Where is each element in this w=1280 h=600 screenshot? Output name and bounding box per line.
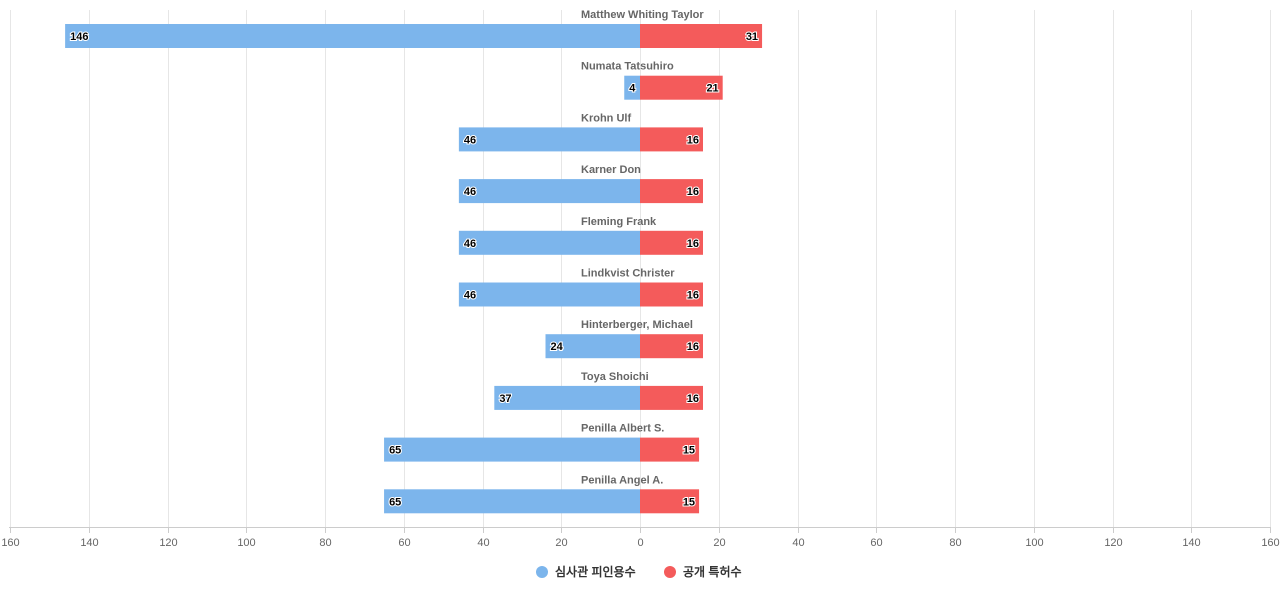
bar-left (545, 334, 640, 359)
data-labels: 146 31 4 21 46 16 46 16 46 16 46 16 24 16 37 16 65 15 65 15 (69, 30, 759, 509)
data-label-right: 16 (687, 238, 699, 250)
data-label-left: 46 (464, 290, 476, 302)
bar-left (494, 385, 640, 410)
data-label-left: 65 (389, 496, 401, 508)
bars (65, 24, 763, 514)
bar-right (640, 282, 703, 307)
x-tick-label: 140 (1182, 537, 1200, 549)
bar-right (640, 385, 703, 410)
bar-left (65, 24, 640, 48)
bar-left (384, 489, 640, 514)
data-label-right: 21 (706, 83, 718, 95)
x-tick-label: 100 (237, 537, 255, 549)
x-tick-label: 0 (637, 537, 643, 549)
x-tick-label: 20 (713, 537, 725, 549)
category-label: Matthew Whiting Taylor (581, 9, 704, 21)
x-tick-label: 60 (398, 537, 410, 549)
bar-right (640, 230, 703, 255)
data-label-right: 16 (687, 290, 699, 302)
category-label: Penilla Angel A. (581, 474, 663, 486)
bar-right (640, 75, 723, 100)
category-label: Penilla Albert S. (581, 423, 664, 435)
data-label-left: 24 (551, 341, 564, 353)
bar-right (640, 489, 700, 514)
bar-left (624, 75, 640, 100)
x-tick-label: 120 (159, 537, 177, 549)
bar-right (640, 127, 703, 152)
x-tick-label: 100 (1025, 537, 1043, 549)
bar-right (640, 334, 703, 359)
data-label-right: 16 (687, 341, 699, 353)
bar-left (384, 437, 640, 462)
data-label-left: 146 (70, 31, 88, 43)
category-label: Fleming Frank (581, 216, 657, 228)
bar-right (640, 437, 700, 462)
legend-label: 공개 특허수 (683, 564, 742, 579)
bar-right (640, 24, 763, 48)
category-label: Toya Shoichi (581, 371, 649, 383)
category-labels: Matthew Whiting Taylor Numata Tatsuhiro Kr… (581, 9, 704, 486)
x-tick-label: 160 (1261, 537, 1279, 549)
bar-left (458, 230, 640, 255)
legend-marker (536, 566, 548, 578)
data-label-right: 16 (687, 134, 699, 146)
data-label-left: 65 (389, 445, 401, 457)
x-tick-label: 140 (80, 537, 98, 549)
legend-marker (664, 566, 676, 578)
data-label-left: 37 (499, 393, 511, 405)
bar-right (640, 179, 703, 204)
data-label-right: 15 (683, 496, 695, 508)
bar-left (458, 179, 640, 204)
data-label-right: 16 (687, 393, 699, 405)
category-label: Lindkvist Christer (581, 268, 675, 280)
data-label-right: 15 (683, 445, 695, 457)
data-label-left: 46 (464, 238, 476, 250)
x-tick-label: 40 (477, 537, 489, 549)
x-tick-label: 60 (870, 537, 882, 549)
x-tick-label: 120 (1104, 537, 1122, 549)
category-label: Krohn Ulf (581, 112, 631, 124)
data-label-left: 4 (629, 83, 636, 95)
legend-label: 심사관 피인용수 (555, 564, 636, 579)
bar-left (458, 282, 640, 307)
x-tick-label: 80 (949, 537, 961, 549)
x-tick-label: 80 (319, 537, 331, 549)
data-label-right: 31 (746, 31, 758, 43)
category-label: Numata Tatsuhiro (581, 61, 674, 73)
x-tick-label: 160 (1, 537, 19, 549)
data-label-left: 46 (464, 186, 476, 198)
bar-left (458, 127, 640, 152)
grid-lines (10, 10, 1271, 527)
x-tick-label: 40 (792, 537, 804, 549)
x-tick-label: 20 (555, 537, 567, 549)
category-label: Karner Don (581, 164, 641, 176)
data-label-left: 46 (464, 134, 476, 146)
category-label: Hinterberger, Michael (581, 319, 693, 331)
x-axis: 160 140 120 100 80 60 40 20 0 20 40 60 80 100 120 140 16… (1, 527, 1280, 549)
data-label-right: 16 (687, 186, 699, 198)
legend: 심사관 피인용수 공개 특허수 (536, 564, 742, 579)
